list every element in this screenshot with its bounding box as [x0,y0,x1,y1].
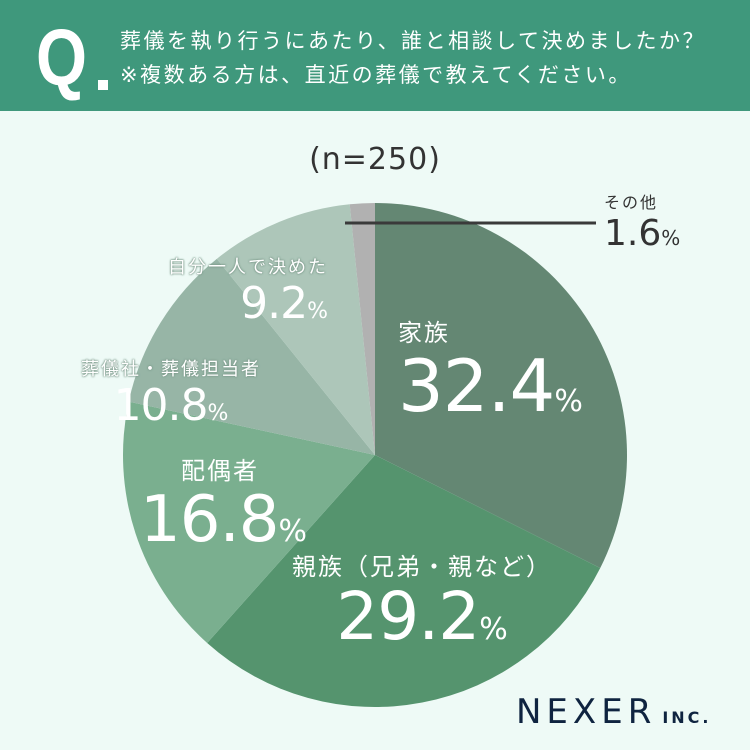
slice-value: 10.8% [113,380,229,431]
slice-name: 葬儀社・葬儀担当者 [81,359,261,380]
pie-slice [375,203,627,568]
pie-slice [216,204,375,455]
pie-slice [128,258,375,455]
question-text-line1: 葬儀を執り行うにあたり、誰と相談して決めましたか？ [120,29,707,53]
nexer-logo: NEXER INC. [516,692,712,732]
pie-slice [207,455,601,708]
slice-value: 16.8% [140,483,308,557]
slice-label-self: 自分一人で決めた 9.2% [152,256,328,336]
slice-label-relatives: 親族（兄弟・親など） 29.2% [292,552,552,665]
pie-slice [122,401,375,643]
slice-name: 自分一人で決めた [168,257,328,278]
slice-value: 32.4% [398,344,583,428]
slice-value: 29.2% [336,578,508,655]
slice-value: 9.2% [240,278,328,329]
pie-slice [349,203,375,455]
question-header: Q 葬儀を執り行うにあたり、誰と相談して決めましたか？ ※複数ある方は、直近の葬… [0,0,750,111]
q-dot [98,80,108,90]
slice-label-other: その他 1.6% [604,192,680,258]
slice-label-family: 家族 32.4% [398,318,583,440]
question-text-line2: ※複数ある方は、直近の葬儀で教えてください。 [120,63,632,87]
q-mark: Q [36,13,88,102]
slice-name: 家族 [398,319,450,347]
slice-label-spouse: 配偶者 16.8% [140,456,308,566]
slice-name: 親族（兄弟・親など） [292,553,552,581]
slice-name: その他 [604,193,659,212]
slice-value: 1.6% [604,213,681,254]
slice-name: 配偶者 [181,457,259,485]
sample-size-label: (n=250) [309,142,441,177]
slice-label-funeral-company: 葬儀社・葬儀担当者 10.8% [66,358,276,438]
